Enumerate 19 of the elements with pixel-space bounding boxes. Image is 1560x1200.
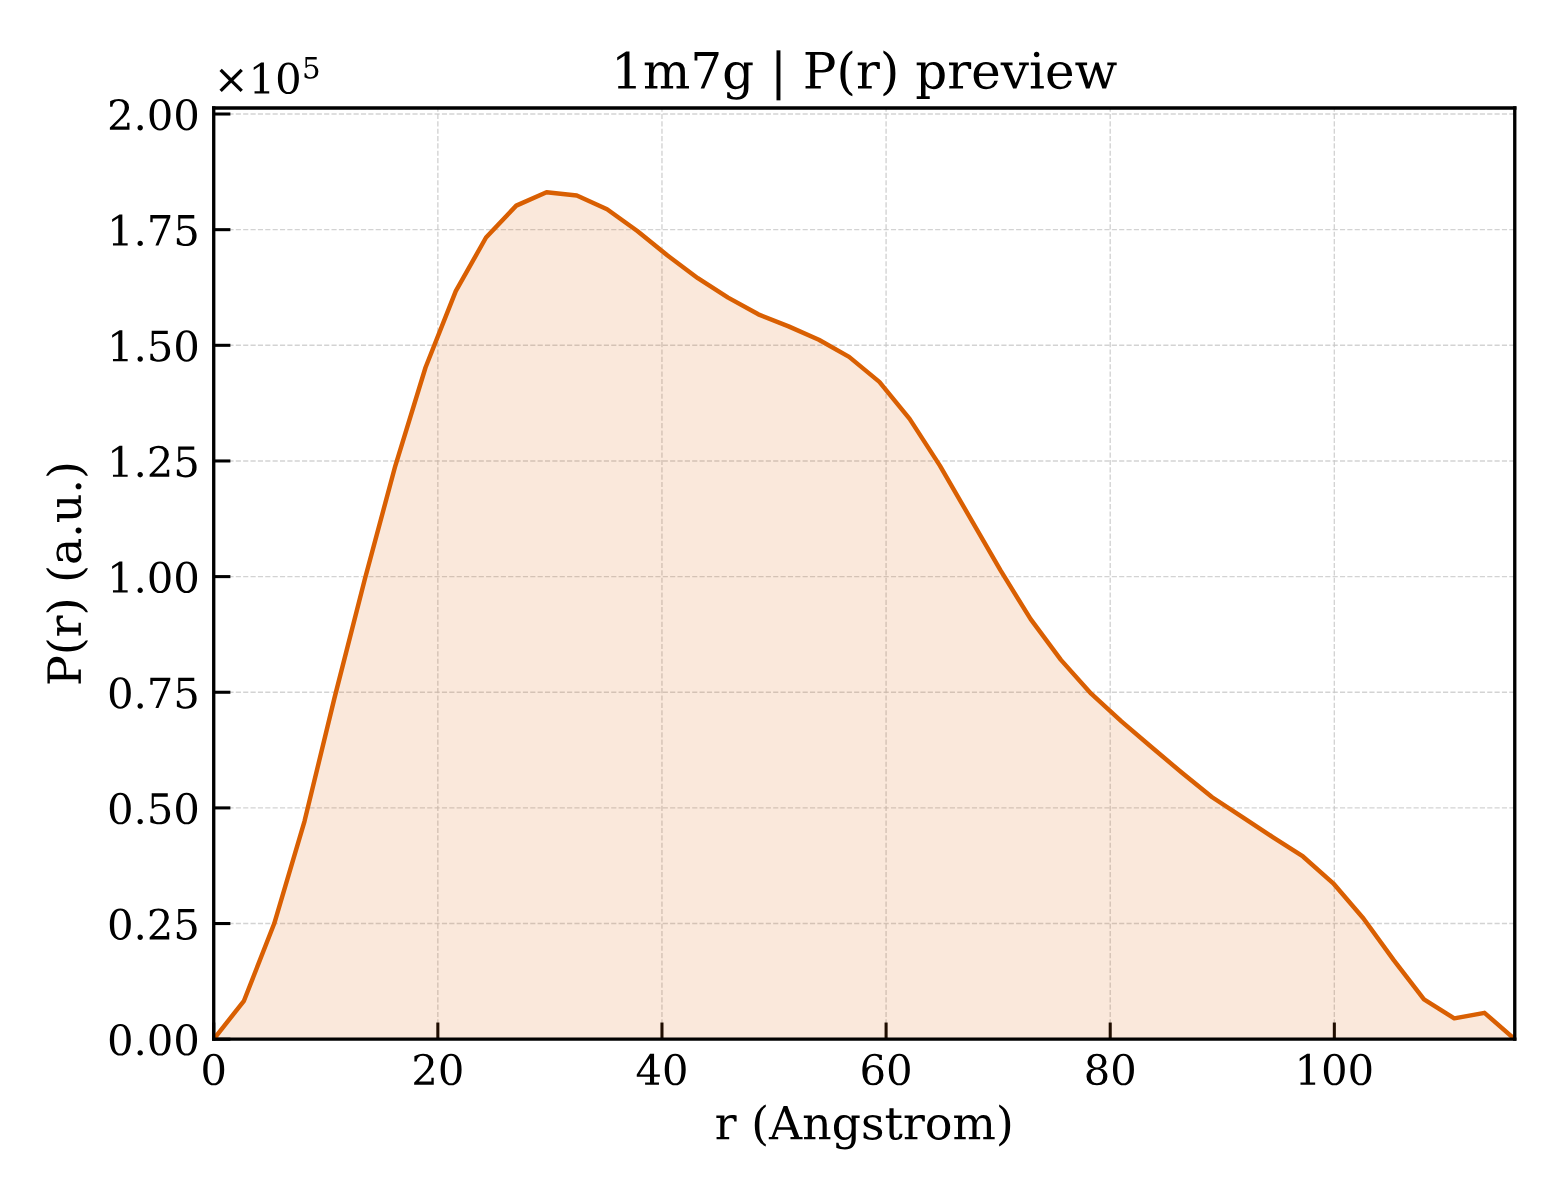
y-tick-label: 0.25 <box>109 908 197 940</box>
y-tick-label: 1.00 <box>112 561 198 594</box>
y-tick-label: 0.75 <box>109 677 197 709</box>
x-tick-label: 40 <box>636 1053 686 1086</box>
y-tick-label: 2.00 <box>109 98 198 131</box>
y-axis-title: P(r) (a.u.) <box>46 464 88 684</box>
x-tick-label: 80 <box>1086 1053 1134 1086</box>
y-tick-label: 0.00 <box>109 1024 198 1056</box>
text: ×10$^{5}$ <box>219 57 319 95</box>
x-tick-label: 20 <box>414 1053 462 1086</box>
y-tick-label: 1.25 <box>112 445 197 478</box>
x-tick-label: 60 <box>862 1053 910 1086</box>
x-tick-label: 100 <box>1299 1053 1372 1086</box>
y-tick-label: 1.75 <box>112 214 197 247</box>
x-axis-title: r (Angstrom) <box>716 1104 1011 1150</box>
x-tick-label: 0 <box>203 1053 225 1086</box>
y-tick-label: 1.50 <box>112 330 198 362</box>
chart-title: 1m7g | P(r) preview <box>617 50 1117 101</box>
y-tick-label: 0.50 <box>109 792 198 825</box>
